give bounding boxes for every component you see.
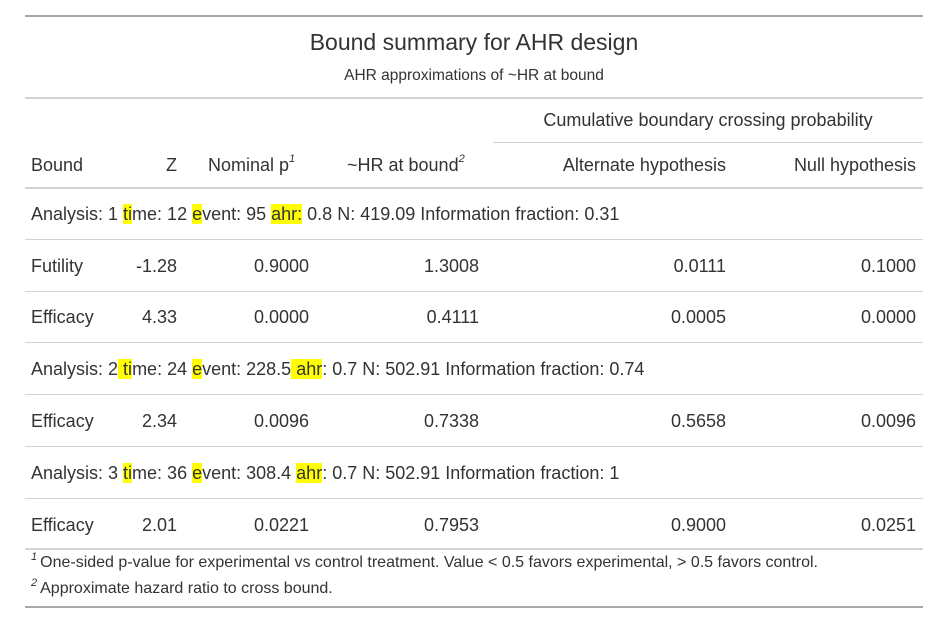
highlight-mark: ti [118, 359, 133, 379]
header-rule [25, 97, 923, 99]
highlight-mark: ahr: [271, 204, 303, 224]
cell-bound: Futility [31, 256, 84, 276]
cell-nominal-p: 0.0000 [253, 307, 309, 327]
col-header-z-label: Z [166, 155, 177, 175]
cell-hr: 0.7338 [423, 411, 479, 431]
col-header-nominal-p-label: Nominal p [208, 155, 290, 175]
group-label-text: me: 36 [132, 463, 193, 483]
group-label-analysis-3: Analysis: 3 time: 36 event: 308.4 ahr: 0… [31, 463, 619, 484]
cell-bound: Efficacy [31, 515, 94, 535]
table-bottom-rule [25, 606, 923, 608]
footnote-mark: 1 [31, 551, 38, 563]
cell-z: 2.01 [141, 515, 177, 535]
group-label-text: Analysis: 1 [31, 204, 124, 224]
table-top-rule [25, 15, 923, 17]
row-divider [25, 446, 923, 447]
cell-hr: 0.7953 [423, 515, 479, 535]
cell-bound: Efficacy [31, 411, 94, 431]
group-label-text: vent: 228.5 [202, 359, 292, 379]
highlight-mark: ti [123, 204, 133, 224]
group-label-text: Analysis: 3 [31, 463, 124, 483]
row-divider [25, 291, 923, 292]
group-label-text: : 0.7 N: 502.91 Information fraction: 0.… [322, 359, 645, 379]
highlight-mark: e [192, 463, 203, 483]
col-header-bound-label: Bound [31, 155, 84, 175]
cell-z: -1.28 [135, 256, 177, 276]
group-label-text: vent: 95 [202, 204, 272, 224]
column-spanner: Cumulative boundary crossing probability [543, 110, 873, 130]
cell-bound: Efficacy [31, 307, 94, 327]
col-header-hr-label: ~HR at bound [347, 155, 459, 175]
footnote-text: One-sided p-value for experimental vs co… [40, 554, 818, 571]
group-label-text: Analysis: 2 [31, 359, 119, 379]
footnote-1: 1 One-sided p-value for experimental vs c… [31, 551, 818, 572]
col-header-nominal-p: Nominal p1 [208, 153, 296, 176]
group-label-text: 0.8 N: 419.09 Information fraction: 0.31 [302, 204, 620, 224]
highlight-mark: ahr [291, 359, 323, 379]
cell-hr: 1.3008 [423, 256, 479, 276]
table-body-bottom-rule [25, 548, 923, 550]
group-label-analysis-1: Analysis: 1 time: 12 event: 95 ahr: 0.8 … [31, 204, 619, 225]
group-label-text: vent: 308.4 [202, 463, 297, 483]
col-header-bound: Bound [31, 155, 83, 176]
highlight-mark: ti [123, 463, 133, 483]
footnote-text: Approximate hazard ratio to cross bound. [40, 580, 333, 597]
col-header-alternate: Alternate hypothesis [493, 155, 726, 176]
cell-null: 0.0096 [860, 411, 916, 431]
group-label-text: me: 24 [132, 359, 193, 379]
footnote-2: 2 Approximate hazard ratio to cross bound… [31, 577, 333, 598]
cell-hr: 0.4111 [426, 307, 479, 327]
cell-alternate: 0.0005 [670, 307, 726, 327]
footnote-mark-2: 2 [458, 153, 465, 165]
table-subtitle: AHR approximations of ~HR at bound [344, 67, 604, 84]
cell-alternate: 0.9000 [670, 515, 726, 535]
cell-null: 0.0000 [860, 307, 916, 327]
col-header-alternate-label: Alternate hypothesis [562, 155, 726, 175]
col-header-z: Z [125, 155, 177, 176]
cell-null: 0.1000 [860, 256, 916, 276]
row-divider [25, 342, 923, 343]
cell-alternate: 0.5658 [670, 411, 726, 431]
col-header-null-label: Null hypothesis [793, 155, 916, 175]
col-header-null: Null hypothesis [726, 155, 916, 176]
row-divider [25, 239, 923, 240]
footnote-mark: 2 [31, 577, 38, 589]
highlight-mark: e [192, 359, 203, 379]
cell-nominal-p: 0.0096 [253, 411, 309, 431]
column-header-rule [25, 187, 923, 189]
cell-nominal-p: 0.9000 [253, 256, 309, 276]
group-label-analysis-2: Analysis: 2 time: 24 event: 228.5 ahr: 0… [31, 359, 644, 380]
group-label-text: : 0.7 N: 502.91 Information fraction: 1 [322, 463, 620, 483]
row-divider [25, 498, 923, 499]
footnote-mark-1: 1 [289, 153, 296, 165]
group-label-text: me: 12 [132, 204, 193, 224]
table-title: Bound summary for AHR design [309, 29, 639, 55]
highlight-mark: ahr [296, 463, 323, 483]
cell-nominal-p: 0.0221 [253, 515, 309, 535]
cell-alternate: 0.0111 [673, 256, 726, 276]
cell-null: 0.0251 [860, 515, 916, 535]
cell-z: 4.33 [141, 307, 177, 327]
highlight-mark: e [192, 204, 203, 224]
spanner-rule [493, 142, 923, 143]
cell-z: 2.34 [141, 411, 177, 431]
row-divider [25, 394, 923, 395]
col-header-hr: ~HR at bound2 [347, 153, 465, 176]
